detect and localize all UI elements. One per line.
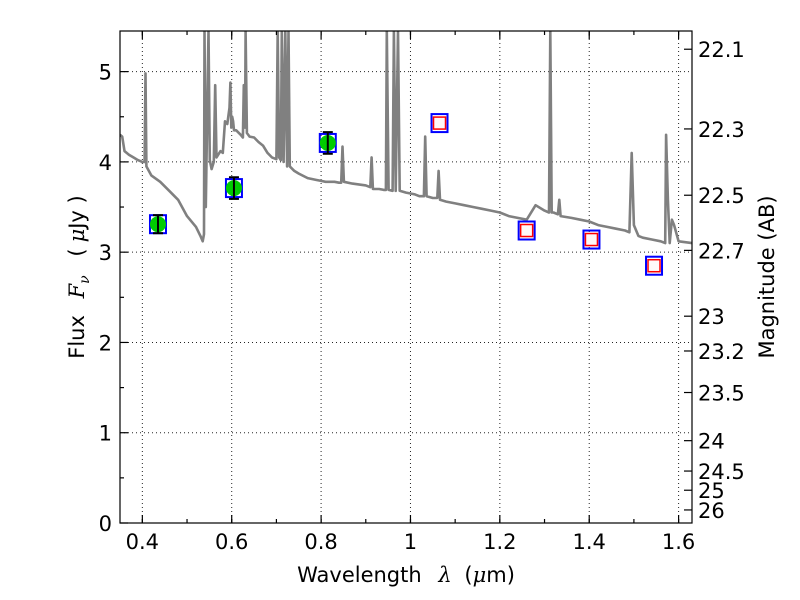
x-axis-title-open: ( — [464, 563, 472, 587]
mag-tick-label: 22.3 — [698, 118, 745, 142]
x-tick-label: 0.6 — [215, 530, 248, 554]
y-tick-label: 1 — [99, 422, 112, 446]
x-axis-title-lambda: λ — [437, 563, 451, 587]
plot-frame — [119, 30, 693, 524]
y-tick-label: 2 — [99, 331, 112, 355]
mag-tick-label: 24.5 — [698, 460, 745, 484]
mag-tick-label: 23.5 — [698, 382, 745, 406]
x-axis-title-unit: m) — [486, 563, 515, 587]
x-tick-label: 0.4 — [126, 530, 159, 554]
model-photometry-point — [432, 116, 447, 130]
axis-ticks: 0.4 0.6 0.8 1 1.2 1.4 1.601234522.122.322.522.… — [99, 31, 745, 554]
x-axis-title-prefix: Wavelength — [297, 563, 422, 587]
y-tick-label: 0 — [99, 512, 112, 536]
x-tick-label: 1 — [404, 530, 417, 554]
spectrum-line — [120, 31, 692, 245]
mag-tick-label: 23.2 — [698, 340, 745, 364]
mag-tick-label: 22.7 — [698, 239, 745, 263]
mag-tick-label: 24 — [698, 430, 725, 454]
model-photometry-point — [519, 223, 534, 238]
model-box-marker — [430, 113, 449, 134]
plot-area — [120, 31, 692, 276]
y-axis-title-F: F — [65, 282, 89, 299]
y-axis-title-open: ( — [65, 248, 89, 256]
y-tick-label: 4 — [99, 151, 112, 175]
model-box-marker — [582, 229, 601, 250]
y-axis-title-prefix: Flux — [65, 315, 89, 359]
model-photometry-point — [584, 232, 599, 247]
mag-tick-label: 25 — [698, 479, 725, 503]
mag-tick-label: 23 — [698, 305, 725, 329]
model-box-marker — [645, 255, 664, 276]
y-axis-title-mu: μ — [65, 229, 89, 243]
model-box-marker — [517, 220, 536, 241]
x-tick-label: 1.2 — [483, 530, 516, 554]
y-tick-label: 5 — [99, 61, 112, 85]
mag-tick-label: 22.1 — [698, 38, 745, 62]
x-tick-label: 0.8 — [304, 530, 337, 554]
y-tick-label: 3 — [99, 241, 112, 265]
y2-axis-title: Magnitude (AB) — [755, 195, 779, 358]
model-photometry-point — [647, 258, 661, 273]
grid — [120, 31, 692, 523]
x-tick-label: 1.4 — [573, 530, 606, 554]
x-axis-title-mu: μ — [473, 563, 487, 587]
x-tick-label: 1.6 — [662, 530, 695, 554]
y-axis-title-unit: Jy ) — [65, 195, 89, 231]
y-axis-title-nu: ν — [77, 275, 93, 284]
x-axis-title: Wavelength λ (μm) — [297, 563, 515, 587]
mag-tick-label: 26 — [698, 499, 725, 523]
y-axis-title: Flux Fν ( μJy ) — [65, 195, 94, 358]
mag-tick-label: 22.5 — [698, 184, 745, 208]
